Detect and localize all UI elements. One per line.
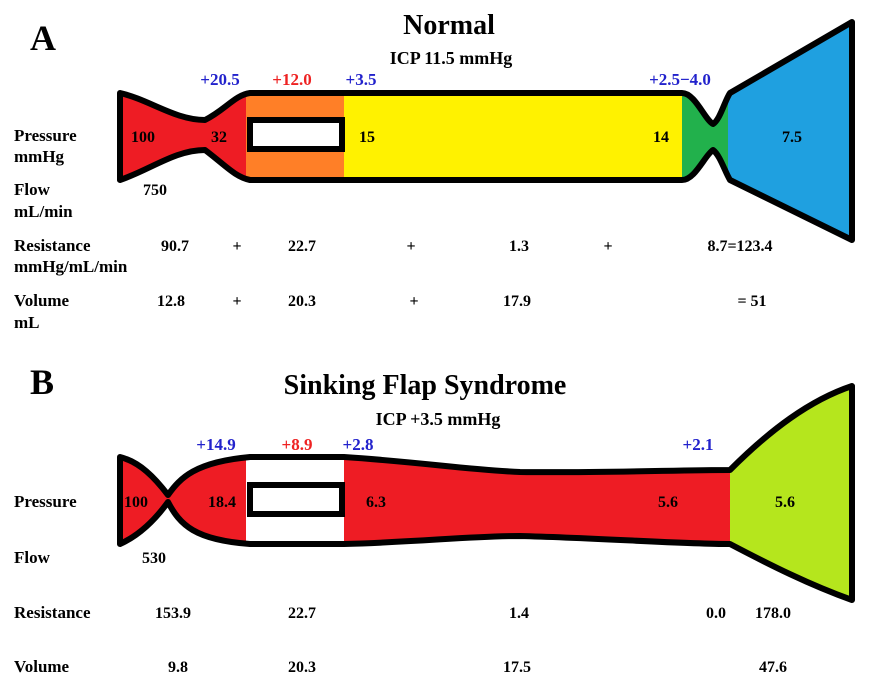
panel-a-vessel-outline bbox=[117, 19, 855, 243]
panel-a-volume-total: = 51 bbox=[737, 293, 766, 310]
panel-b-volume-2: 20.3 bbox=[288, 659, 316, 676]
panel-b: B Sinking Flap Syndrome ICP +3.5 mmHg +1… bbox=[14, 362, 855, 676]
panel-a-label-volume: Volume bbox=[14, 291, 70, 310]
panel-b-vessel-outline bbox=[117, 383, 855, 603]
panel-a-icp: ICP 11.5 mmHg bbox=[390, 48, 513, 68]
panel-a-label-resistance: Resistance bbox=[14, 236, 91, 255]
panel-b-letter: B bbox=[30, 362, 54, 402]
panel-a-title: Normal bbox=[403, 10, 495, 41]
panel-a-pressure-5: 7.5 bbox=[782, 129, 802, 146]
panel-a-resistance-plus-2: + bbox=[406, 238, 415, 255]
panel-b-gradient-4: +2.1 bbox=[683, 435, 714, 454]
panel-a-resistance-2: 22.7 bbox=[288, 238, 316, 255]
panel-a-resistance-plus-3: + bbox=[603, 238, 612, 255]
panel-a-resistance-1: 90.7 bbox=[161, 238, 189, 255]
panel-a-pressure-1: 100 bbox=[131, 129, 155, 146]
panel-b-pressure-2: 18.4 bbox=[208, 494, 236, 511]
panel-b-pressure-3: 6.3 bbox=[366, 494, 386, 511]
panel-b-pressure-4: 5.6 bbox=[658, 494, 678, 511]
panel-b-segment-sinus bbox=[730, 386, 852, 600]
panel-a-segment-capillary bbox=[344, 93, 683, 180]
panel-b-volume-3: 17.5 bbox=[503, 659, 531, 676]
panel-a-resistance-3: 1.3 bbox=[509, 238, 529, 255]
panel-b-pressure-1: 100 bbox=[124, 494, 148, 511]
panel-a-label-volume-unit: mL bbox=[14, 313, 40, 332]
panel-a-volume-2: 20.3 bbox=[288, 293, 316, 310]
panel-b-label-volume: Volume bbox=[14, 657, 70, 676]
panel-b-resistance-1: 153.9 bbox=[155, 605, 191, 622]
panel-a-volume-plus-1: + bbox=[232, 293, 241, 310]
panel-a-flow-value: 750 bbox=[143, 182, 167, 199]
panel-a-resistance-plus-1: + bbox=[232, 238, 241, 255]
panel-b-resistance-3: 1.4 bbox=[509, 605, 529, 622]
panel-a-volume-plus-2: + bbox=[409, 293, 418, 310]
panel-b-icp: ICP +3.5 mmHg bbox=[376, 409, 501, 429]
panel-b-resistor-box bbox=[247, 482, 345, 517]
panel-b-resistance-2: 22.7 bbox=[288, 605, 316, 622]
panel-a-pressure-2: 32 bbox=[211, 129, 227, 146]
panel-a-volume-3: 17.9 bbox=[503, 293, 531, 310]
panel-a: A Normal ICP 11.5 mmHg +20.5 +12.0 +3.5 … bbox=[14, 10, 855, 332]
panel-a-pressure-4: 14 bbox=[653, 129, 669, 146]
panel-a-gradient-2: +12.0 bbox=[272, 70, 311, 89]
panel-a-label-flow-unit: mL/min bbox=[14, 202, 73, 221]
panel-b-flow-value: 530 bbox=[142, 550, 166, 567]
panel-b-resistance-total: 178.0 bbox=[755, 605, 791, 622]
panel-a-resistance-total: 8.7=123.4 bbox=[707, 238, 772, 255]
panel-b-segment-vessel bbox=[344, 457, 732, 544]
panel-b-gradient-1: +14.9 bbox=[196, 435, 235, 454]
panel-b-label-resistance: Resistance bbox=[14, 603, 91, 622]
panel-a-gradient-3: +3.5 bbox=[346, 70, 377, 89]
panel-a-gradient-4: +2.5−4.0 bbox=[649, 70, 711, 89]
panel-a-label-pressure-unit: mmHg bbox=[14, 147, 65, 166]
panel-a-label-flow: Flow bbox=[14, 180, 51, 199]
panel-b-volume-total: 47.6 bbox=[759, 659, 787, 676]
panel-b-volume-1: 9.8 bbox=[168, 659, 188, 676]
panel-b-resistance-4: 0.0 bbox=[706, 605, 726, 622]
panel-a-letter: A bbox=[30, 18, 56, 58]
panel-b-label-pressure: Pressure bbox=[14, 492, 77, 511]
panel-a-gradient-1: +20.5 bbox=[200, 70, 239, 89]
panel-a-label-pressure: Pressure bbox=[14, 126, 77, 145]
panel-b-gradient-2: +8.9 bbox=[282, 435, 313, 454]
panel-a-label-resistance-unit: mmHg/mL/min bbox=[14, 257, 128, 276]
panel-b-pressure-5: 5.6 bbox=[775, 494, 795, 511]
panel-b-label-flow: Flow bbox=[14, 548, 51, 567]
panel-b-title: Sinking Flap Syndrome bbox=[284, 370, 567, 401]
panel-b-gradient-3: +2.8 bbox=[343, 435, 374, 454]
panel-a-resistor-box bbox=[247, 117, 345, 152]
panel-a-volume-1: 12.8 bbox=[157, 293, 185, 310]
panel-a-segment-venous-constriction bbox=[682, 93, 730, 180]
panel-a-pressure-3: 15 bbox=[359, 129, 375, 146]
